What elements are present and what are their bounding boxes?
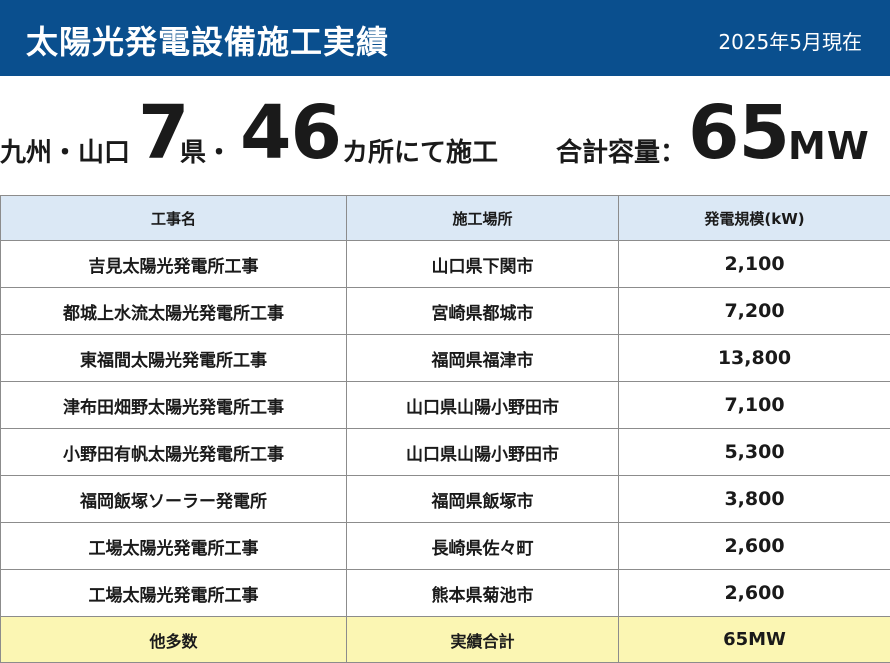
column-header-location: 施工場所: [347, 196, 619, 241]
summary-capacity-label: 合計容量：: [556, 132, 686, 169]
project-name: 津布田畑野太陽光発電所工事: [1, 382, 347, 429]
table-row: 工場太陽光発電所工事 長崎県佐々町 2,600: [1, 523, 890, 570]
as-of-date: 2025年5月現在: [718, 26, 862, 55]
construction-records-table: 工事名 施工場所 発電規模(kW) 吉見太陽光発電所工事 山口県下関市 2,10…: [0, 195, 890, 663]
table-row: 東福間太陽光発電所工事 福岡県福津市 13,800: [1, 335, 890, 382]
summary-capacity-unit: MW: [788, 124, 870, 168]
project-capacity: 2,600: [619, 523, 890, 570]
project-name: 福岡飯塚ソーラー発電所: [1, 476, 347, 523]
project-name: 吉見太陽光発電所工事: [1, 241, 347, 288]
table-row: 工場太陽光発電所工事 熊本県菊池市 2,600: [1, 570, 890, 617]
summary-capacity-value: 65: [688, 90, 789, 176]
table-row: 津布田畑野太陽光発電所工事 山口県山陽小野田市 7,100: [1, 382, 890, 429]
project-location: 山口県山陽小野田市: [347, 429, 619, 476]
total-row: 他多数 実績合計 65MW: [1, 617, 890, 663]
project-capacity: 2,100: [619, 241, 890, 288]
project-location: 山口県下関市: [347, 241, 619, 288]
summary-prefecture-suffix: 県・: [180, 132, 232, 169]
project-capacity: 13,800: [619, 335, 890, 382]
project-location: 熊本県菊池市: [347, 570, 619, 617]
table-row: 都城上水流太陽光発電所工事 宮崎県都城市 7,200: [1, 288, 890, 335]
summary-line: 九州・山口 7 県・ 46 カ所にて施工 合計容量： 65 MW: [0, 88, 890, 178]
column-header-project: 工事名: [1, 196, 347, 241]
table-row: 小野田有帆太陽光発電所工事 山口県山陽小野田市 5,300: [1, 429, 890, 476]
project-location: 福岡県飯塚市: [347, 476, 619, 523]
project-capacity: 5,300: [619, 429, 890, 476]
project-capacity: 3,800: [619, 476, 890, 523]
project-location: 長崎県佐々町: [347, 523, 619, 570]
summary-site-suffix: カ所にて施工: [342, 132, 498, 169]
project-location: 山口県山陽小野田市: [347, 382, 619, 429]
total-capacity: 65MW: [619, 617, 890, 663]
project-capacity: 7,100: [619, 382, 890, 429]
project-name: 小野田有帆太陽光発電所工事: [1, 429, 347, 476]
project-location: 宮崎県都城市: [347, 288, 619, 335]
project-capacity: 7,200: [619, 288, 890, 335]
header-banner: 太陽光発電設備施工実績 2025年5月現在: [0, 0, 890, 76]
project-location: 福岡県福津市: [347, 335, 619, 382]
total-others-label: 他多数: [1, 617, 347, 663]
project-name: 工場太陽光発電所工事: [1, 570, 347, 617]
total-label: 実績合計: [347, 617, 619, 663]
summary-site-count: 46: [240, 90, 341, 176]
project-name: 工場太陽光発電所工事: [1, 523, 347, 570]
column-header-capacity: 発電規模(kW): [619, 196, 890, 241]
table-header-row: 工事名 施工場所 発電規模(kW): [1, 196, 890, 241]
project-name: 都城上水流太陽光発電所工事: [1, 288, 347, 335]
project-name: 東福間太陽光発電所工事: [1, 335, 347, 382]
project-capacity: 2,600: [619, 570, 890, 617]
table-row: 吉見太陽光発電所工事 山口県下関市 2,100: [1, 241, 890, 288]
table-row: 福岡飯塚ソーラー発電所 福岡県飯塚市 3,800: [1, 476, 890, 523]
page-title: 太陽光発電設備施工実績: [26, 17, 389, 63]
summary-region: 九州・山口: [0, 132, 130, 169]
